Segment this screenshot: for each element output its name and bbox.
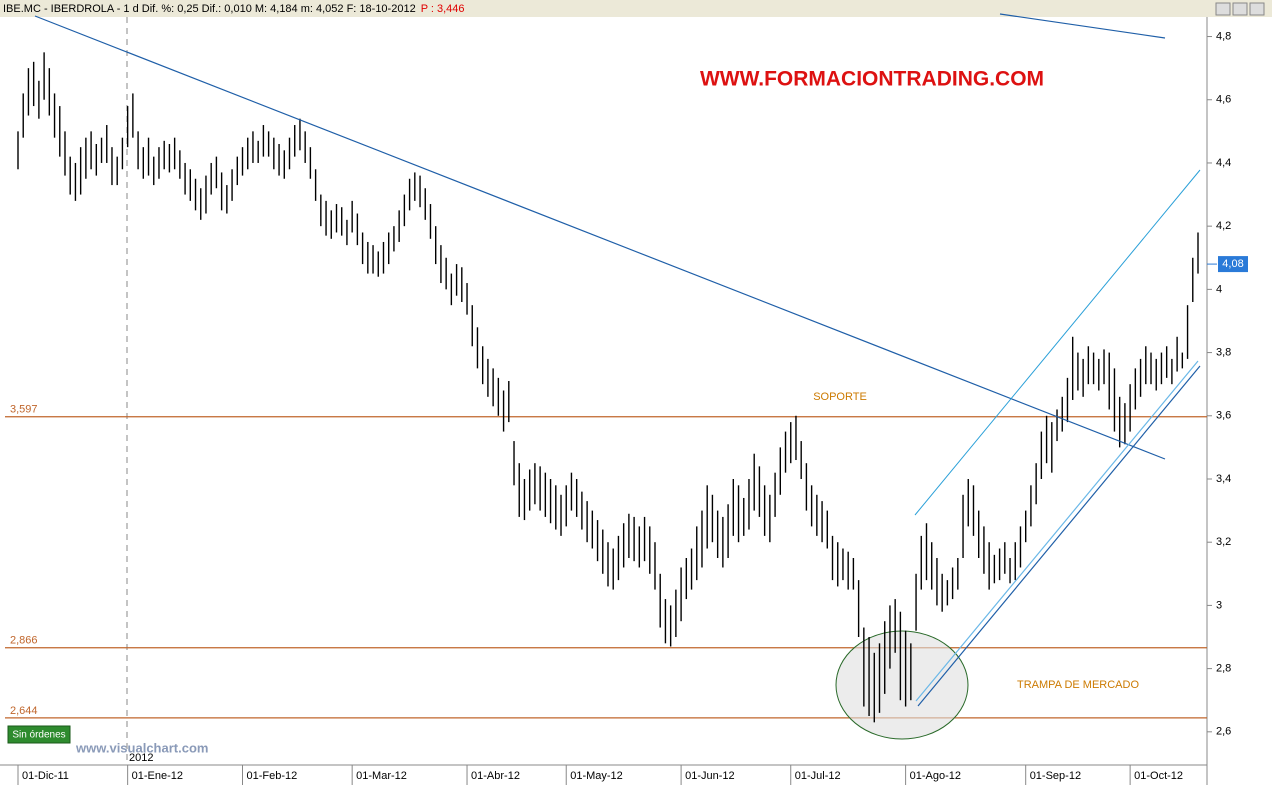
y-tick-label: 4,2 [1216, 220, 1231, 232]
annotation: SOPORTE [813, 391, 867, 403]
window-controls[interactable] [1215, 2, 1265, 16]
trend-line [999, 13, 1166, 39]
x-tick-label: 01-Mar-12 [356, 770, 407, 782]
y-tick-label: 4,8 [1216, 30, 1231, 42]
last-price-box [1218, 256, 1248, 273]
level-label: 2,866 [10, 635, 38, 647]
y-tick-label: 4,4 [1216, 157, 1231, 169]
header-price: P : 3,446 [421, 3, 465, 15]
close-button[interactable] [1249, 2, 1265, 16]
status-box [7, 725, 71, 744]
minimize-button[interactable] [1215, 2, 1231, 16]
maximize-button[interactable] [1232, 2, 1248, 16]
y-tick-label: 3,6 [1216, 410, 1231, 422]
x-tick-label: 01-Ago-12 [910, 770, 961, 782]
status-text: Sin órdenes [12, 730, 65, 741]
level-label: 3,597 [10, 404, 38, 416]
title-bar [0, 0, 1272, 17]
level-label: 2,644 [10, 705, 38, 717]
y-tick-label: 3 [1216, 599, 1222, 611]
watermark: WWW.FORMACIONTRADING.COM [700, 68, 1044, 91]
channel-line [917, 365, 1201, 707]
y-tick-label: 3,2 [1216, 536, 1231, 548]
y-tick-label: 2,6 [1216, 726, 1231, 738]
x-tick-label: 01-Jul-12 [795, 770, 841, 782]
y-tick-label: 3,4 [1216, 473, 1231, 485]
x-tick-label: 01-Ene-12 [132, 770, 183, 782]
header-text: IBE.MC - IBERDROLA - 1 d Dif. %: 0,25 Di… [3, 3, 416, 15]
year-label: 2012 [129, 752, 153, 764]
channel-line [914, 169, 1201, 516]
x-tick-label: 01-Dic-11 [22, 770, 69, 782]
last-price-label: 4,08 [1222, 258, 1243, 270]
x-tick-label: 01-May-12 [570, 770, 623, 782]
y-tick-label: 4 [1216, 283, 1222, 295]
trend-line [34, 15, 1166, 460]
x-tick-label: 01-Oct-12 [1134, 770, 1183, 782]
y-tick-label: 3,8 [1216, 346, 1231, 358]
annotation: TRAMPA DE MERCADO [1017, 679, 1139, 691]
x-tick-label: 01-Feb-12 [247, 770, 298, 782]
y-tick-label: 2,8 [1216, 663, 1231, 675]
y-tick-label: 4,6 [1216, 94, 1231, 106]
trap-ellipse [835, 630, 969, 740]
channel-line [915, 360, 1199, 702]
site-label: www.visualchart.com [75, 740, 208, 755]
x-tick-label: 01-Sep-12 [1030, 770, 1081, 782]
x-tick-label: 01-Abr-12 [471, 770, 520, 782]
x-tick-label: 01-Jun-12 [685, 770, 735, 782]
